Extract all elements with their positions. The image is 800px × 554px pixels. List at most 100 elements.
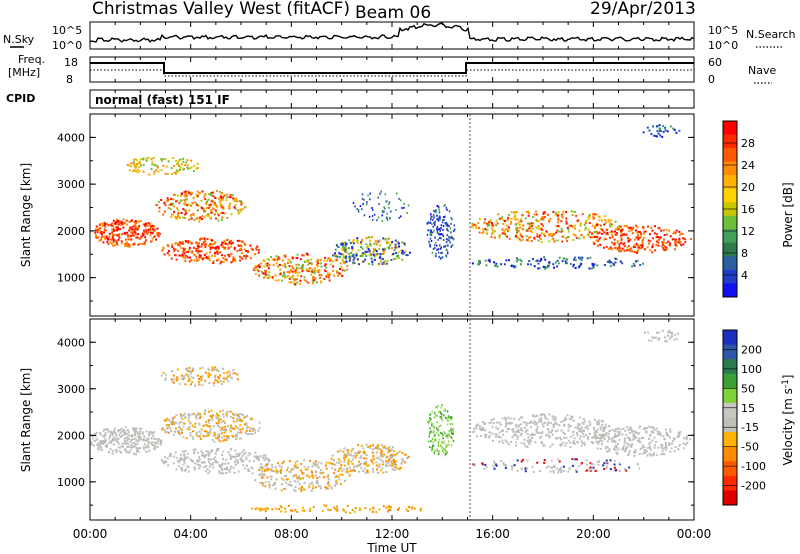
velocity-cell <box>317 461 320 464</box>
velocity-cell <box>207 457 210 460</box>
power-cell <box>492 231 495 233</box>
power-cell <box>579 256 581 259</box>
power-cell <box>478 263 481 266</box>
power-cell <box>515 211 518 214</box>
power-cell <box>437 248 439 251</box>
velocity-cell <box>335 482 337 485</box>
power-cell <box>490 235 493 238</box>
power-cell <box>562 213 565 216</box>
power-cell <box>564 262 567 265</box>
velocity-cell <box>109 448 112 451</box>
power-cell <box>652 125 654 128</box>
power-cell <box>392 253 395 255</box>
power-cell <box>602 229 604 232</box>
power-cell <box>571 210 574 213</box>
velocity-cell <box>253 455 256 458</box>
velocity-cell <box>198 384 201 387</box>
power-cell <box>291 265 294 268</box>
power-cell <box>478 231 481 234</box>
velocity-cell <box>371 451 374 454</box>
power-cell <box>205 257 208 260</box>
power-cell <box>341 245 344 248</box>
velocity-cell <box>333 459 335 462</box>
velocity-cell <box>339 450 342 453</box>
colorbar-tick-label: -200 <box>741 480 766 493</box>
velocity-cell <box>631 438 634 441</box>
velocity-cell <box>541 431 544 434</box>
velocity-cell <box>614 432 617 435</box>
velocity-cell <box>199 417 201 419</box>
velocity-cell <box>170 422 173 425</box>
velocity-cell <box>143 443 146 446</box>
velocity-cell <box>388 509 391 511</box>
velocity-cell <box>378 508 381 511</box>
velocity-cell <box>401 458 404 461</box>
power-cell <box>200 250 203 253</box>
velocity-cell <box>188 379 191 382</box>
power-cell <box>132 233 134 236</box>
power-cell <box>263 272 266 275</box>
velocity-cell <box>393 466 396 469</box>
velocity-cell <box>115 449 118 452</box>
power-cell <box>239 208 242 211</box>
power-cell <box>95 236 98 239</box>
velocity-cell <box>264 510 267 513</box>
velocity-cell <box>667 434 670 437</box>
velocity-cell <box>452 431 454 434</box>
power-cell <box>300 267 303 270</box>
power-cell <box>241 208 244 211</box>
power-cell <box>142 223 145 226</box>
power-cell <box>680 244 683 247</box>
power-cell <box>485 229 488 232</box>
velocity-cell <box>221 454 224 456</box>
velocity-cell <box>660 443 662 446</box>
velocity-cell <box>194 422 197 425</box>
power-cell <box>341 243 344 246</box>
power-cell <box>603 231 606 234</box>
power-cell <box>221 211 224 214</box>
velocity-cell <box>183 450 186 453</box>
power-cell <box>649 249 652 252</box>
power-cell <box>426 233 429 236</box>
velocity-cell <box>559 468 562 470</box>
power-cell <box>221 192 224 194</box>
velocity-cell <box>293 474 296 477</box>
power-cell <box>178 169 181 171</box>
velocity-cell <box>185 468 187 471</box>
power-cell <box>636 226 639 229</box>
velocity-cell <box>648 425 651 428</box>
velocity-cell <box>544 417 547 420</box>
power-cell <box>680 232 683 235</box>
power-cell <box>484 259 487 262</box>
velocity-cell <box>504 418 507 421</box>
velocity-cell <box>359 455 362 458</box>
velocity-cell <box>669 436 671 439</box>
velocity-cell <box>266 467 269 469</box>
velocity-cell <box>203 461 206 464</box>
power-cell <box>344 269 346 272</box>
power-cell <box>133 221 136 224</box>
power-cell <box>111 222 114 225</box>
velocity-cell <box>146 437 149 440</box>
power-cell <box>640 244 643 247</box>
velocity-cell <box>342 450 345 453</box>
power-cell <box>560 230 563 233</box>
velocity-cell <box>400 466 403 469</box>
velocity-cell <box>493 462 496 465</box>
velocity-cell <box>118 446 121 449</box>
velocity-cell <box>584 426 587 429</box>
colorbar-swatch <box>723 359 737 375</box>
velocity-cell <box>544 421 547 424</box>
power-cell <box>554 213 557 216</box>
velocity-cell <box>517 429 519 432</box>
velocity-cell <box>246 426 249 429</box>
velocity-cell <box>210 409 213 412</box>
velocity-cell <box>440 406 442 409</box>
power-cell <box>137 162 140 165</box>
velocity-cell <box>134 442 137 445</box>
velocity-cell <box>297 480 300 483</box>
velocity-cell <box>550 430 553 432</box>
power-cell <box>445 206 448 209</box>
power-cell <box>542 212 545 215</box>
power-cell <box>95 225 98 228</box>
